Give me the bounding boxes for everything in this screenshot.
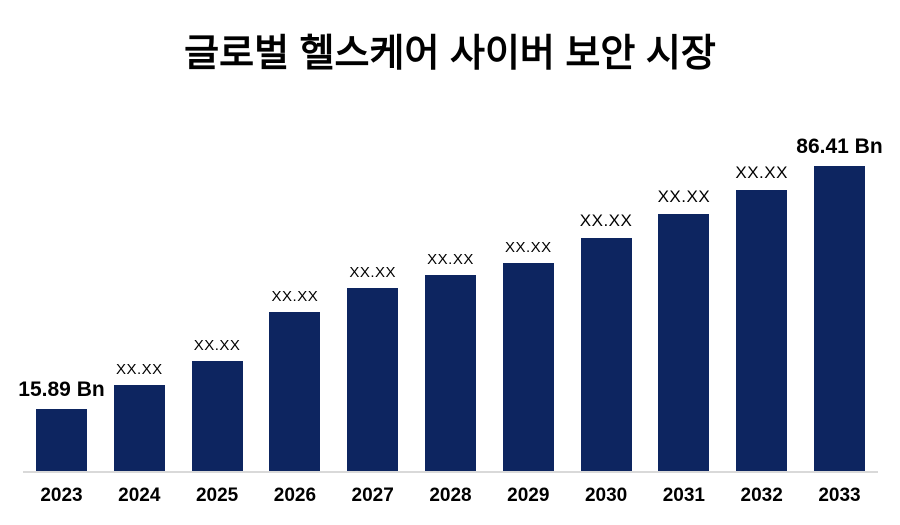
x-axis-tick-label: 2028 (429, 485, 472, 506)
bar-group-2033: 86.41 Bn (796, 135, 883, 471)
x-axis-tick-label: 2027 (351, 485, 394, 506)
bars-row: 15.89 Bn XX.XX XX.XX XX.XX XX.XX XX.XX XX.XX XX… (18, 135, 883, 471)
bar-value-label: XX.XX (579, 211, 633, 230)
bar-value-label: 86.41 Bn (796, 135, 883, 158)
bar-value-label: 15.89 Bn (18, 378, 105, 401)
bar-value-label: XX.XX (349, 264, 397, 281)
bar-value-label: XX.XX (657, 187, 711, 206)
x-axis-line (23, 471, 878, 473)
bar-group-2027: XX.XX (347, 264, 399, 471)
bar-group-2031: XX.XX (658, 187, 710, 471)
x-axis-tick-label: 2030 (584, 485, 628, 506)
bar-group-2025: XX.XX (191, 337, 243, 471)
bar (658, 214, 710, 471)
x-axis-tick-label: 2023 (40, 485, 83, 506)
bar-value-label: XX.XX (504, 239, 552, 256)
bar (813, 166, 865, 471)
bar (113, 385, 165, 471)
bar-value-label: XX.XX (115, 361, 163, 378)
bar-group-2024: XX.XX (113, 361, 165, 471)
bar-group-2030: XX.XX (580, 211, 632, 471)
bar (347, 288, 399, 471)
bar (191, 361, 243, 471)
x-axis-labels: 2023 2024 2025 2026 2027 2028 2029 2030 2031 2032… (36, 485, 865, 507)
bar-value-label: XX.XX (271, 288, 319, 305)
bar-value-label: XX.XX (427, 251, 474, 268)
bar-value-label: XX.XX (193, 337, 241, 354)
bar-group-2023: 15.89 Bn (18, 378, 105, 471)
bar (736, 190, 788, 471)
x-axis-tick-label: 2029 (507, 485, 550, 506)
bar (36, 409, 87, 471)
bar-value-label: XX.XX (735, 163, 788, 182)
bar-group-2029: XX.XX (502, 239, 554, 471)
bar (580, 238, 632, 471)
x-axis-tick-label: 2024 (118, 485, 161, 506)
chart-title: 글로벌 헬스케어 사이버 보안 시장 (184, 33, 716, 75)
bar-group-2028: XX.XX (424, 251, 476, 471)
bar (269, 312, 321, 471)
x-axis-tick-label: 2025 (195, 485, 239, 506)
bar-group-2032: XX.XX (735, 163, 788, 471)
bar (502, 263, 554, 471)
bar-group-2026: XX.XX (269, 288, 321, 471)
x-axis-tick-label: 2033 (818, 485, 861, 506)
x-axis-tick-label: 2032 (740, 485, 783, 506)
x-axis-tick-label: 2031 (662, 485, 706, 506)
x-axis-tick-label: 2026 (273, 485, 317, 506)
bar (424, 275, 476, 471)
